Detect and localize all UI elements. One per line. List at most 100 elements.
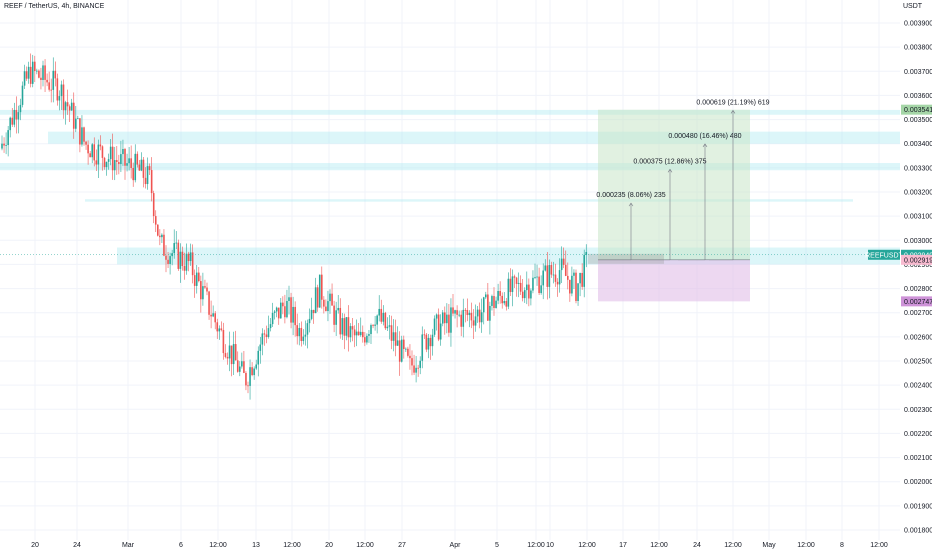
candle[interactable] (308, 308, 311, 333)
candle[interactable] (378, 295, 380, 322)
candle[interactable] (530, 288, 532, 306)
candle[interactable] (464, 307, 467, 323)
candle[interactable] (351, 318, 354, 342)
time-axis[interactable]: 20 24 Mar 6 12:00 13 12:00 20 12:00 27 Apr 5 12:00 10… (31, 542, 888, 549)
candle[interactable] (191, 244, 194, 284)
candle[interactable] (423, 329, 426, 339)
candle[interactable] (353, 325, 356, 348)
candle[interactable] (245, 371, 247, 391)
long-position-tool[interactable] (588, 109, 750, 302)
candle[interactable] (403, 335, 405, 359)
candle[interactable] (282, 296, 284, 315)
candle[interactable] (42, 60, 44, 87)
candle[interactable] (21, 81, 24, 108)
candle[interactable] (269, 318, 272, 332)
candle[interactable] (386, 317, 389, 332)
candle[interactable] (296, 313, 298, 345)
candle[interactable] (515, 276, 518, 297)
candle[interactable] (230, 345, 233, 377)
candle[interactable] (536, 264, 538, 286)
candle[interactable] (183, 252, 186, 280)
candle[interactable] (450, 298, 452, 347)
candle[interactable] (130, 145, 132, 179)
candle[interactable] (265, 325, 268, 344)
candle[interactable] (181, 246, 184, 271)
candle[interactable] (521, 279, 524, 302)
symbol-title[interactable]: REEF / TetherUS, 4h, BINANCE (4, 3, 105, 10)
candle[interactable] (560, 246, 563, 283)
candle[interactable] (327, 290, 329, 322)
candle[interactable] (34, 55, 36, 82)
candle[interactable] (179, 243, 182, 283)
support-resistance-zone[interactable] (117, 247, 900, 265)
candle[interactable] (189, 243, 192, 266)
candle[interactable] (27, 61, 30, 84)
candle[interactable] (81, 115, 83, 147)
candle[interactable] (25, 66, 28, 81)
candle[interactable] (54, 61, 57, 87)
candle[interactable] (17, 105, 20, 134)
candle[interactable] (224, 344, 227, 359)
price-tag[interactable] (901, 249, 932, 260)
candle[interactable] (567, 262, 569, 290)
candle[interactable] (202, 272, 204, 306)
candle[interactable] (462, 298, 465, 338)
candle[interactable] (458, 310, 460, 318)
candle[interactable] (273, 309, 276, 320)
candle[interactable] (38, 69, 40, 79)
candle[interactable] (50, 78, 52, 103)
candle[interactable] (208, 290, 210, 320)
candle[interactable] (349, 323, 352, 343)
candle[interactable] (128, 146, 130, 171)
candle[interactable] (585, 244, 588, 268)
candle[interactable] (339, 298, 342, 339)
candle[interactable] (456, 305, 458, 328)
candle[interactable] (239, 361, 241, 377)
candle[interactable] (384, 311, 387, 331)
candle[interactable] (569, 279, 571, 302)
candle[interactable] (136, 151, 139, 168)
candle[interactable] (140, 152, 143, 172)
candle[interactable] (5, 132, 7, 155)
candle[interactable] (376, 314, 378, 334)
candle[interactable] (489, 301, 491, 335)
candle[interactable] (454, 309, 456, 319)
candle[interactable] (329, 289, 331, 314)
candle[interactable] (36, 68, 38, 75)
candlesticks[interactable] (0, 53, 900, 400)
horizontal-zones[interactable] (0, 109, 900, 265)
candle[interactable] (487, 283, 489, 322)
candle[interactable] (482, 296, 485, 325)
candle[interactable] (286, 289, 288, 319)
candle[interactable] (105, 161, 108, 176)
candle[interactable] (491, 294, 493, 311)
candle[interactable] (271, 302, 274, 328)
candle[interactable] (478, 302, 481, 329)
candle[interactable] (85, 140, 87, 150)
candle[interactable] (437, 308, 440, 342)
candle[interactable] (93, 137, 96, 167)
candle[interactable] (573, 269, 575, 289)
candle[interactable] (255, 359, 257, 371)
candle[interactable] (241, 352, 243, 369)
candle[interactable] (7, 126, 9, 157)
candle[interactable] (15, 96, 18, 134)
candle[interactable] (417, 364, 419, 377)
candle[interactable] (505, 297, 508, 311)
candle[interactable] (415, 355, 417, 383)
candle[interactable] (193, 269, 196, 298)
candle[interactable] (124, 147, 126, 180)
candle[interactable] (312, 309, 315, 324)
candle[interactable] (431, 328, 434, 356)
candle[interactable] (99, 135, 102, 151)
candle[interactable] (234, 330, 237, 361)
target-zone[interactable] (598, 109, 750, 260)
candle[interactable] (72, 92, 75, 139)
candle[interactable] (253, 366, 255, 380)
candle[interactable] (405, 347, 407, 353)
candle[interactable] (411, 350, 413, 376)
candle[interactable] (581, 263, 583, 290)
candle[interactable] (468, 310, 471, 328)
candle[interactable] (165, 245, 167, 273)
